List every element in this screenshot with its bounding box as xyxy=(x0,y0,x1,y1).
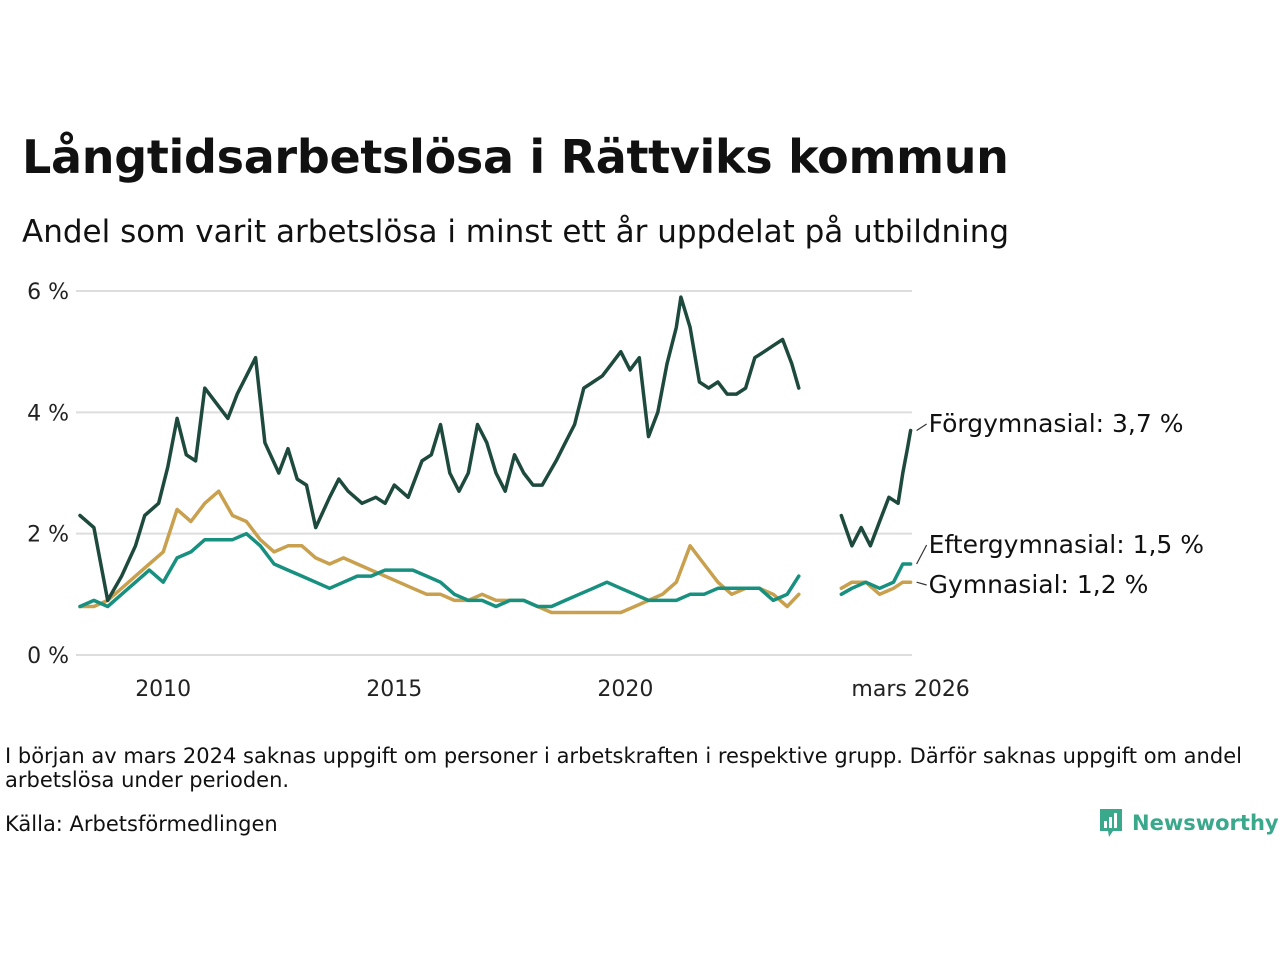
chart-title: Långtidsarbetslösa i Rättviks kommun xyxy=(22,130,1009,184)
series-line-eftergymnasial xyxy=(839,562,913,597)
y-axis-ticks: 0 % 2 % 4 % 6 % xyxy=(27,280,69,669)
x-axis-ticks: 2010 2015 2020 mars 2026 xyxy=(135,677,970,702)
y-tick-label: 2 % xyxy=(27,523,69,548)
grid-lines xyxy=(76,290,912,656)
x-tick-label: 2020 xyxy=(597,677,653,702)
label-connector xyxy=(916,423,927,432)
series-line-gymnasial xyxy=(839,580,913,597)
y-tick-label: 6 % xyxy=(27,280,69,305)
newsworthy-logo: Newsworthy xyxy=(1098,807,1279,839)
series-line-forgymnasial xyxy=(78,295,801,603)
y-tick-label: 4 % xyxy=(27,401,69,426)
label-connector xyxy=(916,581,927,586)
x-tick-label: 2015 xyxy=(366,677,422,702)
y-tick-label: 0 % xyxy=(27,644,69,669)
series-line-forgymnasial xyxy=(839,428,913,548)
footnote: I början av mars 2024 saknas uppgift om … xyxy=(5,744,1242,792)
series-lines xyxy=(78,295,913,615)
newsworthy-logo-text: Newsworthy xyxy=(1132,811,1279,835)
series-line-eftergymnasial xyxy=(78,531,801,609)
source-credit: Källa: Arbetsförmedlingen xyxy=(5,812,278,836)
series-line-gymnasial xyxy=(78,489,801,615)
series-end-labels: Gymnasial: 1,2 % Eftergymnasial: 1,5 % För… xyxy=(916,409,1204,599)
x-tick-label: 2010 xyxy=(135,677,191,702)
chart-subtitle: Andel som varit arbetslösa i minst ett å… xyxy=(22,214,1010,250)
label-connector xyxy=(916,544,928,565)
newsworthy-logo-icon xyxy=(1100,809,1122,837)
series-end-label-gymnasial: Gymnasial: 1,2 % xyxy=(929,570,1149,599)
series-end-label-eftergymnasial: Eftergymnasial: 1,5 % xyxy=(929,530,1204,559)
line-chart: 0 % 2 % 4 % 6 % 2010 2015 2020 mars 2026 Gymna… xyxy=(27,280,1204,702)
series-end-label-forgymnasial: Förgymnasial: 3,7 % xyxy=(929,409,1184,438)
x-tick-label: mars 2026 xyxy=(851,677,969,702)
